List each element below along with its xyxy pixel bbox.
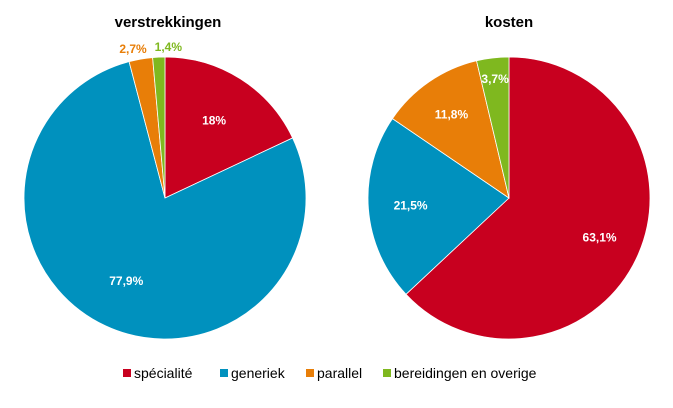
legend-label: bereidingen en overige — [394, 365, 537, 381]
legend-swatch — [306, 369, 314, 377]
slice-label-bereidingen-en-overige: 1,4% — [155, 40, 183, 54]
pie-slice-bereidingen-en-overige — [476, 56, 510, 199]
pie-labels-verstrekkingen: 18% 77,9% 2,7% 1,4% — [109, 40, 226, 288]
pie-slice-generiek — [23, 61, 307, 340]
legend-swatch — [383, 369, 391, 377]
slice-label-generiek: 77,9% — [109, 274, 143, 288]
slice-label-generiek: 21,5% — [394, 199, 428, 213]
pie-slice-parallel — [391, 60, 510, 199]
legend-label: spécialité — [134, 365, 193, 381]
pie-slice-specialite — [164, 56, 294, 199]
legend-swatch — [220, 369, 228, 377]
pie-slice-generiek — [367, 118, 510, 295]
legend-item-generiek: generiek — [220, 365, 286, 381]
slice-label-specialite: 63,1% — [583, 230, 617, 244]
slice-label-bereidingen-en-overige: 3,7% — [481, 72, 509, 86]
pie-chart-kosten: kosten 63,1% 21,5% 11,8% 3,7% — [367, 14, 651, 340]
pie-labels-kosten: 63,1% 21,5% 11,8% 3,7% — [394, 72, 617, 244]
legend-item-parallel: parallel — [306, 365, 362, 381]
legend-item-specialite: spécialité — [123, 365, 193, 381]
chart-title-kosten: kosten — [485, 14, 533, 31]
legend-label: generiek — [231, 365, 286, 381]
pie-slice-bereidingen-en-overige — [152, 56, 166, 199]
chart-legend: spécialité generiek parallel bereidingen… — [123, 365, 537, 381]
legend-label: parallel — [317, 365, 362, 381]
chart-title-verstrekkingen: verstrekkingen — [115, 14, 222, 31]
slice-label-parallel: 11,8% — [435, 107, 469, 121]
pie-chart-verstrekkingen: verstrekkingen 18% 77,9% 2,7% 1,4% — [23, 14, 307, 340]
slice-label-parallel: 2,7% — [119, 42, 147, 56]
legend-swatch — [123, 369, 131, 377]
pie-slice-specialite — [405, 56, 651, 340]
pie-slices-kosten — [367, 56, 651, 340]
pie-slices-verstrekkingen — [23, 56, 307, 340]
legend-item-bereidingen-en-overige: bereidingen en overige — [383, 365, 537, 381]
slice-label-specialite: 18% — [202, 114, 226, 128]
